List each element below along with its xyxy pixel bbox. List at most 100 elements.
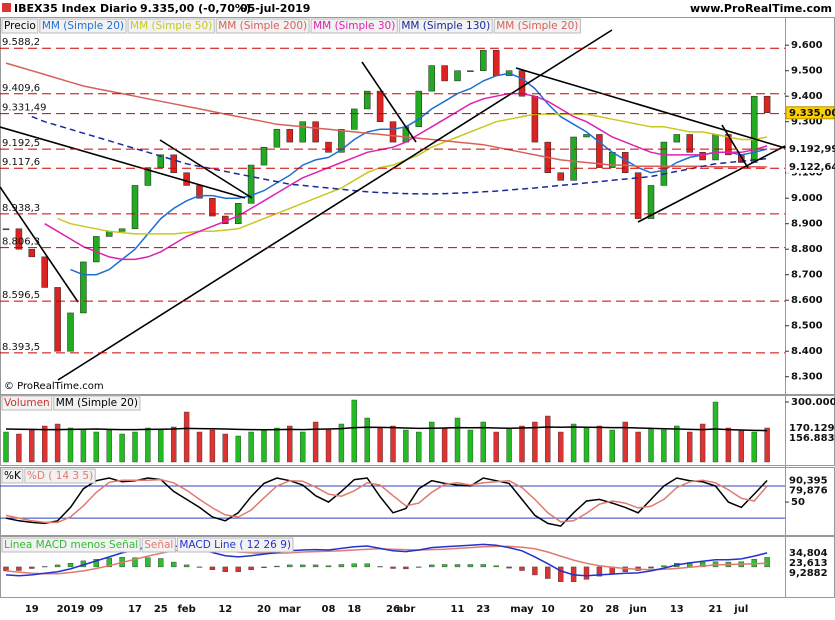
bar [532,566,538,576]
candle [441,65,448,82]
instrument: IBEX35 Index [14,2,96,15]
bar [506,566,512,569]
bar [596,425,603,463]
x-tick-label: 23 [476,604,490,615]
legend-box [53,395,141,411]
bar [106,429,112,463]
bar [467,429,474,463]
bar [480,421,486,463]
candle [596,134,603,168]
quote: 9.335,00 (-0,70%) [140,2,251,15]
x-tick-label: 19 [25,604,39,615]
bar [29,429,35,463]
bar [16,433,22,463]
y-tick-label: 9.400 [791,91,823,102]
candle [118,228,126,232]
bar [158,558,164,568]
bar [364,563,370,568]
x-tick-label: 10 [541,604,555,615]
legend-box [493,18,581,34]
bar [170,561,177,568]
candle [467,70,474,72]
bar [738,429,744,463]
candle [2,228,10,231]
candle [660,141,668,186]
x-tick-label: jun [628,604,647,615]
legend-label: MM (Simple 20) [496,20,578,32]
x-tick-label: 09 [89,604,103,615]
level-label: 8.393,5 [2,342,40,353]
candle [763,95,771,114]
date: 05-jul-2019 [240,2,310,15]
bar [764,427,770,463]
y-tick-label: 9.000 [791,193,823,204]
bar [699,561,706,568]
x-tick-label: 26 [386,604,400,615]
bar [493,431,499,463]
bar [390,425,396,463]
bar [480,564,486,568]
bar [661,429,667,463]
bar [416,431,422,463]
x-tick-label: abr [396,604,415,615]
y-tick-label: 8.900 [791,219,823,230]
y-tick-label: 8.300 [791,372,823,383]
series-line [44,92,768,261]
bar [403,566,409,570]
bar [274,427,280,463]
bar [454,564,461,568]
x-tick-label: 2019 [57,604,85,615]
bar [312,564,319,568]
bar [67,427,74,463]
legend-label: MM (Simple 20) [56,397,138,409]
bar [429,564,435,568]
legend-label: Señal [144,539,173,551]
bar [751,431,757,463]
bar [338,423,345,463]
candle [54,287,61,352]
bar [441,564,448,568]
bar [725,427,732,463]
bar [145,557,151,568]
bar [3,431,9,463]
end-label-box [786,484,834,497]
bar [170,426,177,463]
bar [183,411,190,463]
end-label-box [786,474,834,487]
candle [93,236,100,263]
bar [287,425,293,463]
copyright: © ProRealTime.com [4,381,104,392]
candle [299,121,306,143]
bar [16,566,22,571]
menu-icon[interactable] [2,3,11,12]
x-tick-label: may [510,604,534,615]
level-label: 9.331,49 [2,103,47,114]
candle [363,90,371,110]
x-tick-label: 25 [154,604,168,615]
end-label-box [786,421,834,434]
bar [441,427,448,463]
legend-box [1,18,39,34]
bar [351,399,357,463]
legend-label: Precio [4,20,36,32]
bar [261,566,267,568]
candle [286,129,294,143]
bar [403,429,409,463]
candle [260,146,268,166]
trend-lines [0,29,786,381]
bar [648,427,654,463]
bar [196,566,203,568]
bar [583,427,590,463]
bar [248,431,254,463]
bar [29,566,35,569]
end-label: 34,804 [789,548,828,559]
x-tick-label: 11 [451,604,465,615]
x-tick-label: 12 [218,604,232,615]
end-label-box [786,556,834,569]
legend-box [176,537,294,553]
end-label: 156.883 [789,433,835,444]
candle [312,121,319,143]
bar [622,421,628,463]
candle [454,70,461,82]
x-tick-label: 21 [709,604,723,615]
